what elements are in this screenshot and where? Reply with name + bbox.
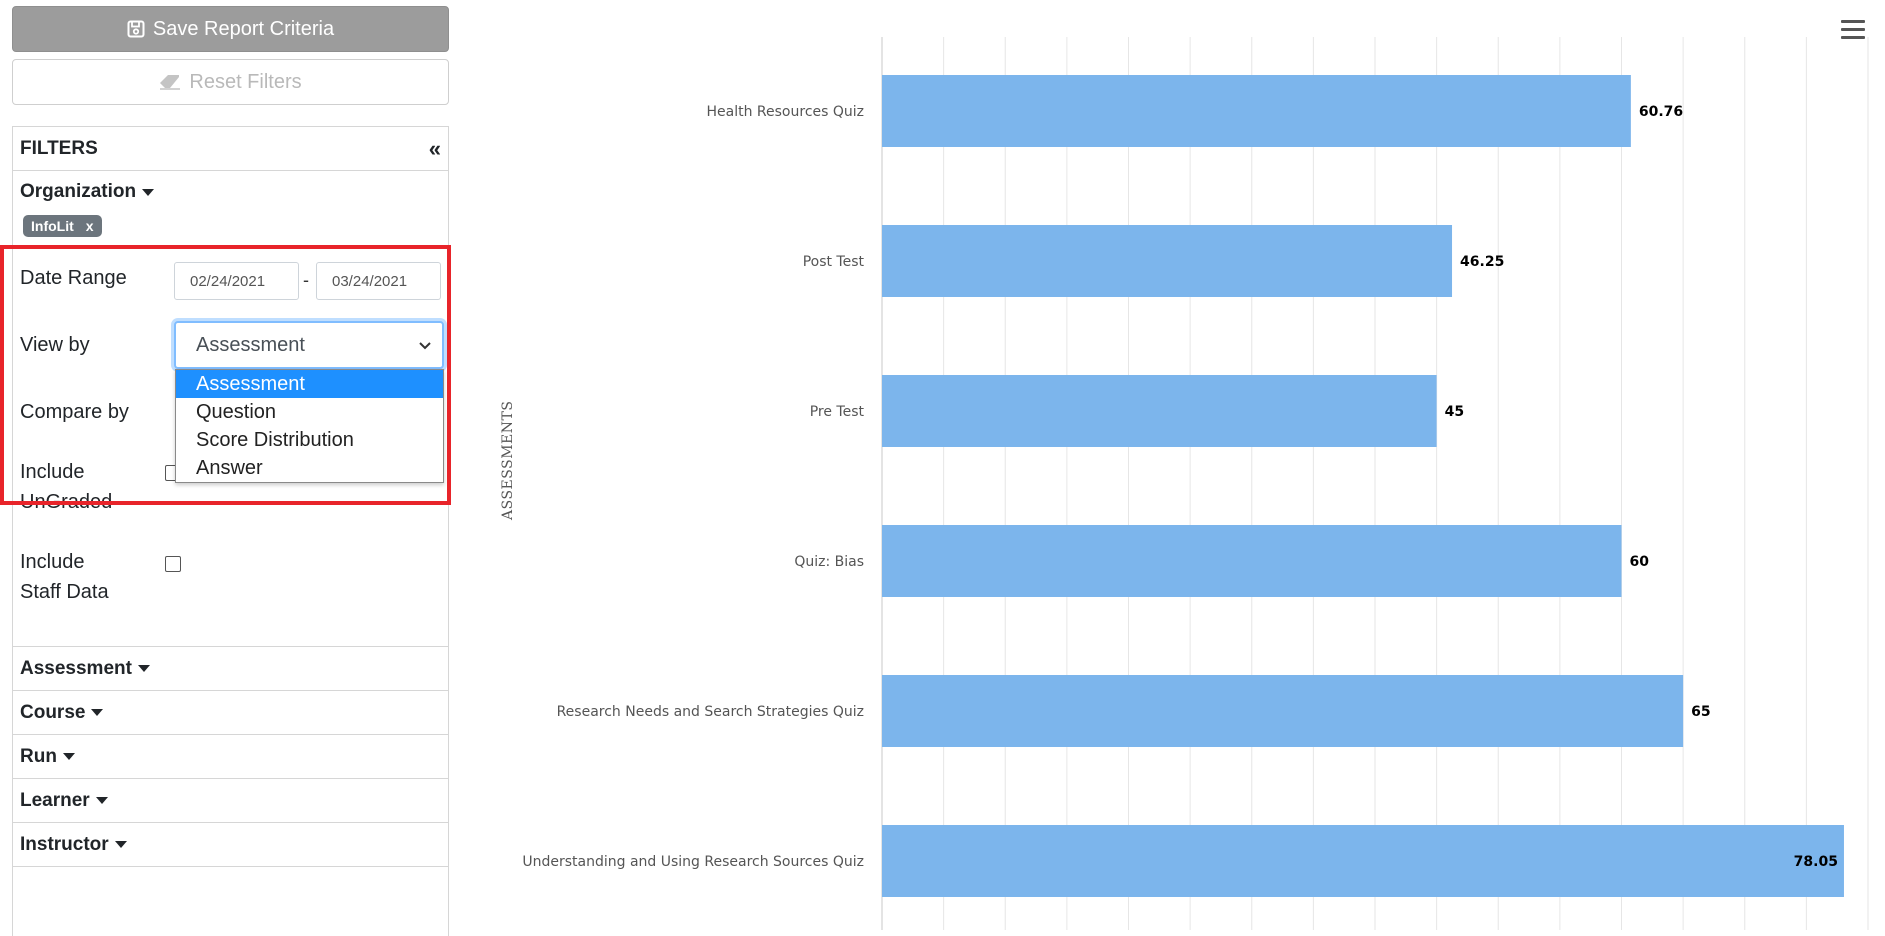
category-label: Health Resources Quiz [707,104,865,120]
section-course[interactable]: Course [13,690,448,734]
include-staff-label-line1: Include [20,551,85,573]
section-instructor-label: Instructor [20,833,109,855]
include-staff-data-checkbox[interactable] [165,556,181,572]
bar[interactable] [882,375,1437,447]
chip-remove-icon[interactable]: x [85,218,94,234]
y-axis-title: ASSESSMENTS [500,400,516,520]
category-label: Research Needs and Search Strategies Qui… [557,704,864,720]
reset-filters-label: Reset Filters [189,70,302,93]
view-by-option-answer[interactable]: Answer [196,457,263,479]
filters-panel: FILTERS « Organization InfoLit x Date Ra… [12,126,449,936]
view-by-option-question[interactable]: Question [196,401,277,423]
reset-filters-button[interactable]: Reset Filters [12,59,449,105]
data-label: 46.25 [1460,254,1504,270]
view-by-dropdown: Assessment Question Score Distribution A… [175,369,444,483]
include-ungraded-label-line2: UnGraded [20,491,113,513]
section-learner[interactable]: Learner [13,778,448,822]
data-label: 60.76 [1639,104,1683,120]
caret-down-icon [62,753,75,760]
section-learner-label: Learner [20,789,90,811]
collapse-icon[interactable]: « [428,135,441,161]
save-report-criteria-label: Save Report Criteria [152,17,335,40]
eraser-icon [160,75,181,90]
view-by-option-assessment[interactable]: Assessment [176,370,443,398]
data-label: 60 [1630,554,1650,570]
date-range-label: Date Range [20,267,127,289]
date-from-input[interactable]: 02/24/2021 [174,262,299,300]
chart-menu-icon[interactable] [1841,20,1865,40]
include-staff-label-line2: Staff Data [20,581,109,603]
bar[interactable] [882,75,1631,147]
filters-header: FILTERS « [13,127,448,171]
save-icon [127,20,145,38]
caret-down-icon [114,841,127,848]
caret-down-icon [91,709,104,716]
compare-by-label: Compare by [20,401,129,423]
section-run-label: Run [20,745,57,767]
date-separator: - [303,270,309,290]
section-instructor[interactable]: Instructor [13,822,448,866]
bar[interactable] [882,825,1844,897]
bar[interactable] [882,225,1453,297]
date-to-input[interactable]: 03/24/2021 [316,262,441,300]
category-label: Understanding and Using Research Sources… [522,854,864,870]
category-label: Pre Test [810,404,865,420]
section-course-label: Course [20,701,86,723]
data-label: 65 [1691,704,1710,720]
chevron-down-icon [419,342,431,350]
filters-title: FILTERS [20,137,98,159]
bar[interactable] [882,675,1684,747]
organization-toggle[interactable]: Organization [20,181,155,203]
section-divider [13,866,448,867]
include-ungraded-label-line1: Include [20,461,85,483]
section-assessment[interactable]: Assessment [13,646,448,690]
caret-down-icon [95,797,108,804]
section-run[interactable]: Run [13,734,448,778]
organization-label: Organization [20,181,137,202]
view-by-value: Assessment [196,333,305,356]
category-label: Post Test [803,254,865,270]
organization-chip: InfoLit x [23,215,102,237]
view-by-label: View by [20,334,90,356]
data-label: 45 [1445,404,1464,420]
caret-down-icon [142,188,155,196]
view-by-option-score-distribution[interactable]: Score Distribution [196,429,354,451]
organization-chip-label: InfoLit [31,218,74,234]
bar[interactable] [882,525,1622,597]
category-label: Quiz: Bias [794,554,864,570]
save-report-criteria-button[interactable]: Save Report Criteria [12,6,449,52]
view-by-select[interactable]: Assessment [174,321,444,369]
section-assessment-label: Assessment [20,657,132,679]
caret-down-icon [137,665,150,672]
data-label: 78.05 [1794,854,1838,870]
